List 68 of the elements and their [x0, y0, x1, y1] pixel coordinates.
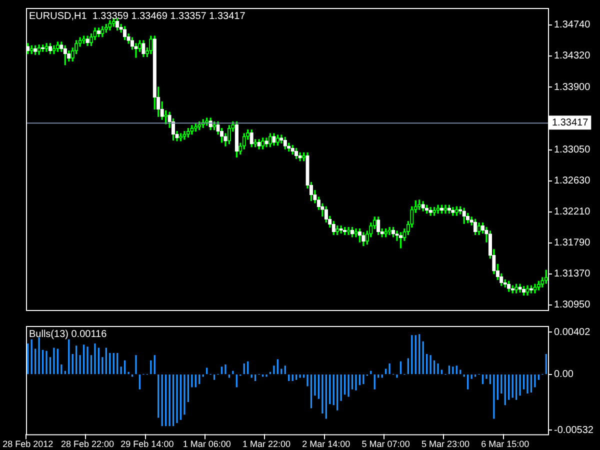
candlestick [388, 226, 392, 236]
x-tick-label: 5 Mar 07:00 [362, 439, 410, 450]
x-tick-label: 5 Mar 23:00 [421, 439, 470, 450]
candlestick [454, 206, 458, 216]
candlestick [100, 26, 104, 38]
candlestick [190, 125, 194, 135]
candlestick [86, 36, 90, 46]
candlestick [264, 138, 268, 148]
candlestick [462, 208, 466, 224]
chart-title: Bulls(13) 0.00116 [29, 328, 108, 340]
candlestick [257, 139, 261, 150]
y-tick-label: 1.34320 [554, 50, 591, 62]
candlestick [358, 228, 362, 242]
candlestick [142, 40, 146, 58]
candlestick [116, 18, 120, 30]
candlestick [362, 232, 366, 246]
candlestick [428, 207, 432, 216]
candlestick [339, 225, 343, 234]
y-tick-label: 0.00 [554, 369, 574, 380]
candlestick [149, 36, 153, 54]
candlestick [391, 226, 396, 238]
candlestick [346, 226, 350, 236]
y-tick-label: 1.33050 [554, 144, 591, 156]
candlestick [526, 285, 530, 296]
candlestick [533, 284, 537, 294]
x-tick-label: 29 Feb 14:00 [120, 439, 174, 450]
candlestick [354, 228, 358, 238]
candlestick [451, 207, 455, 216]
y-tick-label: 1.33900 [554, 82, 591, 93]
y-tick-label: 1.31370 [554, 268, 591, 280]
x-tick-label: 28 Feb 2012 [2, 439, 54, 450]
y-tick-label: 1.34740 [554, 20, 591, 31]
y-tick-label: 1.32210 [554, 206, 591, 218]
candlestick [350, 226, 354, 238]
candlestick [272, 133, 276, 146]
candlestick [108, 20, 112, 30]
candlestick [37, 44, 41, 55]
ref-line-label: 1.33417 [552, 117, 589, 128]
candlestick [544, 270, 548, 284]
candlestick [182, 130, 186, 140]
candlestick [477, 222, 481, 236]
candlestick [342, 226, 347, 236]
y-tick-label: 1.30950 [554, 300, 591, 311]
candlestick [122, 26, 127, 40]
chart-title: EURUSD,H1 1.33359 1.33469 1.33357 1.33417 [29, 10, 246, 22]
candlestick [398, 232, 403, 248]
candlestick [384, 228, 388, 238]
y-tick-label: 1.31790 [554, 238, 591, 249]
y-tick-label: 0.00402 [554, 326, 591, 338]
x-tick-label: 1 Mar 22:00 [242, 439, 291, 450]
y-tick-label: 1.32630 [554, 176, 591, 187]
candlestick [260, 138, 265, 150]
candlestick [112, 18, 116, 27]
candlestick [56, 42, 60, 52]
candlestick [421, 201, 425, 212]
candlestick [250, 130, 254, 148]
candlestick [418, 200, 422, 210]
x-tick-label: 28 Feb 22:00 [61, 439, 114, 450]
candlestick [432, 207, 436, 216]
y-tick-label: -0.00532 [554, 424, 594, 436]
candlestick [510, 285, 514, 294]
x-tick-label: 6 Mar 15:00 [481, 439, 530, 450]
x-tick-label: 2 Mar 14:00 [302, 439, 350, 450]
candlestick [283, 136, 287, 150]
candlestick [376, 216, 380, 236]
candlestick [268, 133, 272, 148]
x-tick-label: 1 Mar 06:00 [182, 439, 231, 450]
candlestick [44, 43, 48, 52]
